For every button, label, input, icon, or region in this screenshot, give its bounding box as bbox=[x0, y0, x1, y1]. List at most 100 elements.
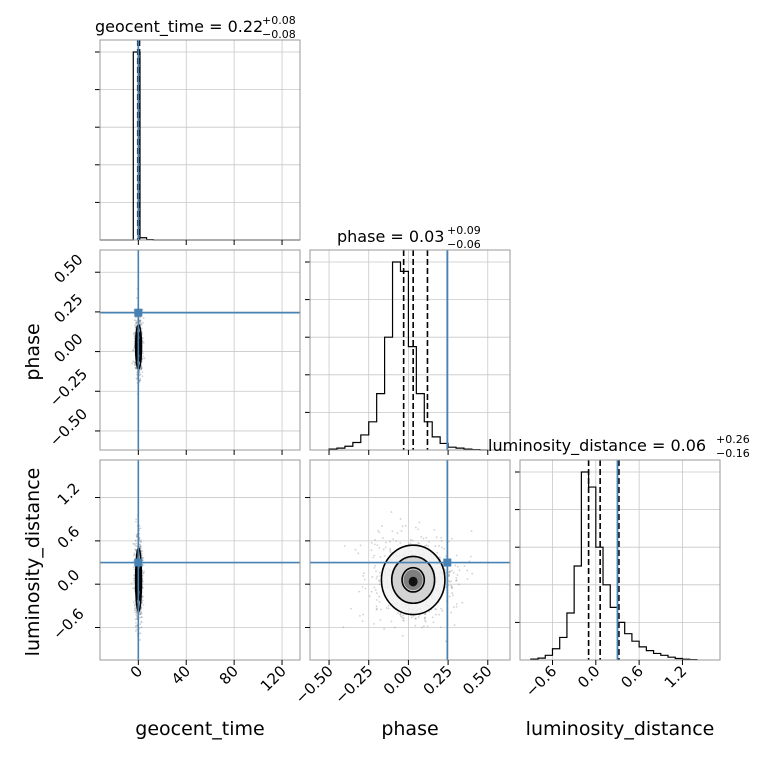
sample-point bbox=[135, 319, 137, 322]
sample-point bbox=[381, 525, 383, 528]
sample-point bbox=[401, 616, 404, 619]
sample-point bbox=[414, 526, 417, 529]
truth-marker bbox=[443, 558, 452, 567]
sample-point bbox=[142, 321, 144, 324]
xtick-label-luminosity-distance: 0.0 bbox=[574, 662, 604, 692]
sample-point bbox=[134, 364, 137, 367]
sample-point bbox=[420, 535, 423, 538]
sample-point bbox=[455, 579, 458, 582]
panel-border bbox=[309, 249, 511, 451]
sample-point bbox=[141, 357, 144, 360]
sample-point bbox=[471, 572, 474, 575]
sample-point bbox=[375, 605, 378, 608]
sample-point bbox=[362, 613, 365, 616]
sample-point bbox=[444, 569, 447, 572]
ylabel-phase: phase bbox=[22, 323, 44, 380]
sample-point bbox=[379, 556, 382, 558]
sample-point bbox=[391, 530, 394, 533]
sample-point bbox=[456, 574, 459, 576]
ylabel-luminosity-distance: luminosity_distance bbox=[22, 468, 44, 657]
sample-point bbox=[135, 322, 138, 325]
ytick-label-phase: 0.25 bbox=[50, 290, 86, 326]
sample-point bbox=[447, 579, 450, 582]
sample-point bbox=[141, 574, 144, 577]
sample-point bbox=[384, 546, 387, 549]
sample-point bbox=[463, 565, 466, 568]
sample-point bbox=[387, 604, 390, 607]
sample-point bbox=[451, 592, 454, 594]
sample-point bbox=[139, 373, 142, 376]
sample-point bbox=[378, 595, 381, 598]
sample-point bbox=[395, 540, 397, 543]
sample-point bbox=[361, 586, 364, 588]
sample-point bbox=[390, 511, 393, 513]
ytick-label-phase: −0.25 bbox=[46, 365, 91, 410]
sample-point bbox=[139, 319, 142, 322]
sample-point bbox=[132, 349, 135, 352]
title-luminosity-distance: luminosity_distance = 0.06 bbox=[488, 436, 706, 456]
sample-point bbox=[139, 616, 142, 619]
sample-point bbox=[373, 566, 376, 569]
sample-point bbox=[380, 608, 382, 611]
sample-point bbox=[450, 584, 452, 587]
sample-point bbox=[134, 544, 137, 547]
sample-point bbox=[448, 540, 450, 543]
sample-point bbox=[140, 367, 143, 370]
xtick-label-luminosity-distance: 0.6 bbox=[617, 662, 647, 692]
sample-point bbox=[402, 619, 405, 622]
sample-point bbox=[444, 555, 447, 558]
sample-point bbox=[140, 626, 143, 629]
ytick-label-phase: 0.00 bbox=[50, 330, 86, 366]
sample-point bbox=[140, 612, 143, 615]
panel-bg bbox=[100, 40, 300, 240]
sample-point bbox=[130, 582, 133, 585]
xtick-label-phase: 0.00 bbox=[380, 662, 416, 698]
sample-point bbox=[132, 601, 135, 604]
sample-point bbox=[136, 378, 138, 381]
xlabel-phase: phase bbox=[381, 718, 438, 740]
sample-point bbox=[140, 366, 143, 369]
sample-point bbox=[142, 572, 145, 575]
sample-point bbox=[139, 545, 141, 548]
sample-point bbox=[373, 586, 376, 589]
sample-point bbox=[140, 545, 143, 548]
ytick-label-luminosity-distance: 1.2 bbox=[54, 479, 84, 509]
sample-point bbox=[139, 613, 142, 616]
panel-border bbox=[99, 459, 301, 661]
sample-point bbox=[135, 617, 138, 620]
sample-point bbox=[448, 580, 451, 583]
sample-point bbox=[133, 364, 136, 366]
sample-point bbox=[140, 322, 143, 325]
sample-point bbox=[409, 538, 412, 541]
sample-point bbox=[134, 539, 137, 542]
sample-point bbox=[399, 518, 402, 520]
panel-border bbox=[99, 39, 301, 241]
sample-point bbox=[417, 616, 420, 619]
sample-point bbox=[138, 319, 141, 322]
sample-point bbox=[359, 544, 362, 547]
sample-point bbox=[135, 377, 138, 380]
sample-point bbox=[455, 605, 458, 608]
sample-point bbox=[135, 549, 137, 551]
sample-point bbox=[466, 578, 469, 580]
sample-point bbox=[142, 341, 145, 344]
sample-point bbox=[392, 538, 395, 541]
sample-point bbox=[374, 589, 377, 591]
sample-point bbox=[389, 540, 391, 543]
sample-point bbox=[440, 546, 443, 549]
sample-point bbox=[141, 596, 144, 599]
sample-point bbox=[440, 536, 442, 539]
sample-point bbox=[140, 621, 143, 624]
sample-point bbox=[139, 527, 142, 530]
panel-2d-geocent-time-luminosity-distance bbox=[99, 459, 301, 661]
sample-point bbox=[139, 632, 142, 635]
sample-point bbox=[140, 367, 143, 370]
sample-point bbox=[423, 616, 426, 619]
sample-point bbox=[139, 323, 142, 326]
sample-point bbox=[142, 586, 144, 589]
sample-point bbox=[363, 578, 366, 581]
sample-point bbox=[424, 620, 427, 623]
sample-point bbox=[434, 607, 437, 610]
sample-point bbox=[441, 609, 444, 612]
sample-point bbox=[139, 379, 142, 382]
